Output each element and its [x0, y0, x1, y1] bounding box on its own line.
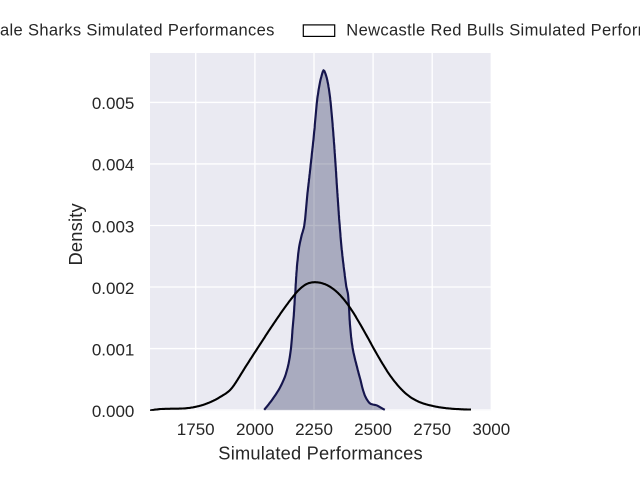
svg-text:0.005: 0.005: [92, 94, 135, 113]
svg-text:2500: 2500: [354, 420, 392, 439]
svg-text:0.003: 0.003: [92, 217, 135, 236]
svg-text:3000: 3000: [472, 420, 510, 439]
svg-text:ale Sharks Simulated Performan: ale Sharks Simulated Performances: [0, 22, 275, 40]
svg-text:2000: 2000: [236, 420, 274, 439]
svg-text:0.002: 0.002: [92, 279, 135, 298]
svg-text:1750: 1750: [177, 420, 215, 439]
svg-text:Density: Density: [65, 202, 86, 265]
svg-text:Newcastle Red Bulls Simulated: Newcastle Red Bulls Simulated Performanc…: [346, 22, 640, 40]
svg-text:0.001: 0.001: [92, 340, 135, 359]
svg-text:0.004: 0.004: [92, 156, 135, 175]
svg-text:Simulated Performances: Simulated Performances: [218, 442, 423, 463]
svg-text:2750: 2750: [413, 420, 451, 439]
svg-text:2250: 2250: [295, 420, 333, 439]
svg-text:0.000: 0.000: [92, 402, 135, 421]
